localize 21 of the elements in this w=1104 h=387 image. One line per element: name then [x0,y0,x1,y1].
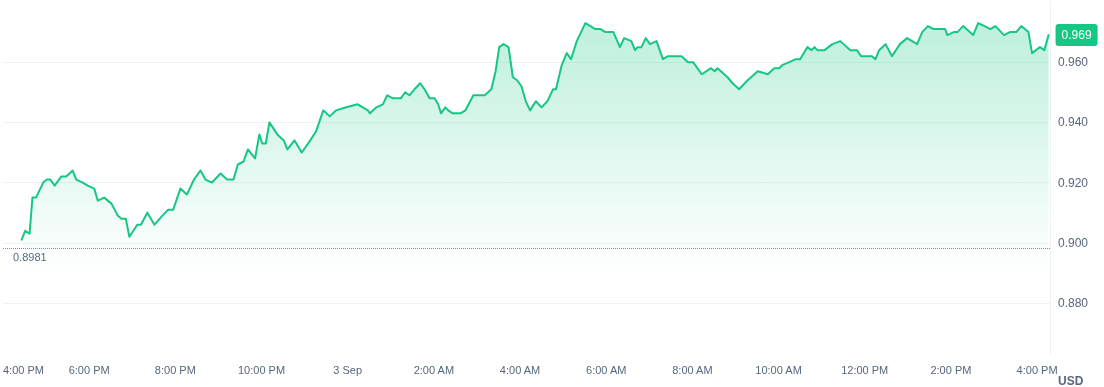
x-tick-label: 4:00 PM [1016,363,1058,376]
x-tick-label: 2:00 PM [930,363,972,376]
x-tick-label: 4:00 AM [499,363,541,376]
y-tick-label: 0.900 [1058,235,1089,250]
x-tick-label: 3 Sep [333,363,363,376]
ref-line-label: 0.8981 [13,250,47,263]
x-tick-label: 6:00 AM [586,363,627,376]
y-tick-label: 0.880 [1058,295,1089,310]
x-tick-label: 10:00 PM [237,363,286,376]
y-tick-label: 0.940 [1058,115,1089,130]
x-tick-label: 4:00 PM [3,363,44,376]
x-tick-label: 10:00 AM [755,363,802,376]
y-tick-label: 0.920 [1058,175,1089,190]
x-tick-label: 12:00 PM [841,363,889,376]
x-tick-label: 8:00 PM [154,363,196,376]
y-axis-title: USD [1058,374,1084,387]
annotation: 0.969 [1061,28,1092,43]
x-tick-label: 2:00 AM [413,363,455,376]
x-tick-label: 6:00 PM [68,363,110,376]
y-tick-label: 0.960 [1058,55,1089,70]
x-tick-label: 8:00 AM [672,363,713,376]
